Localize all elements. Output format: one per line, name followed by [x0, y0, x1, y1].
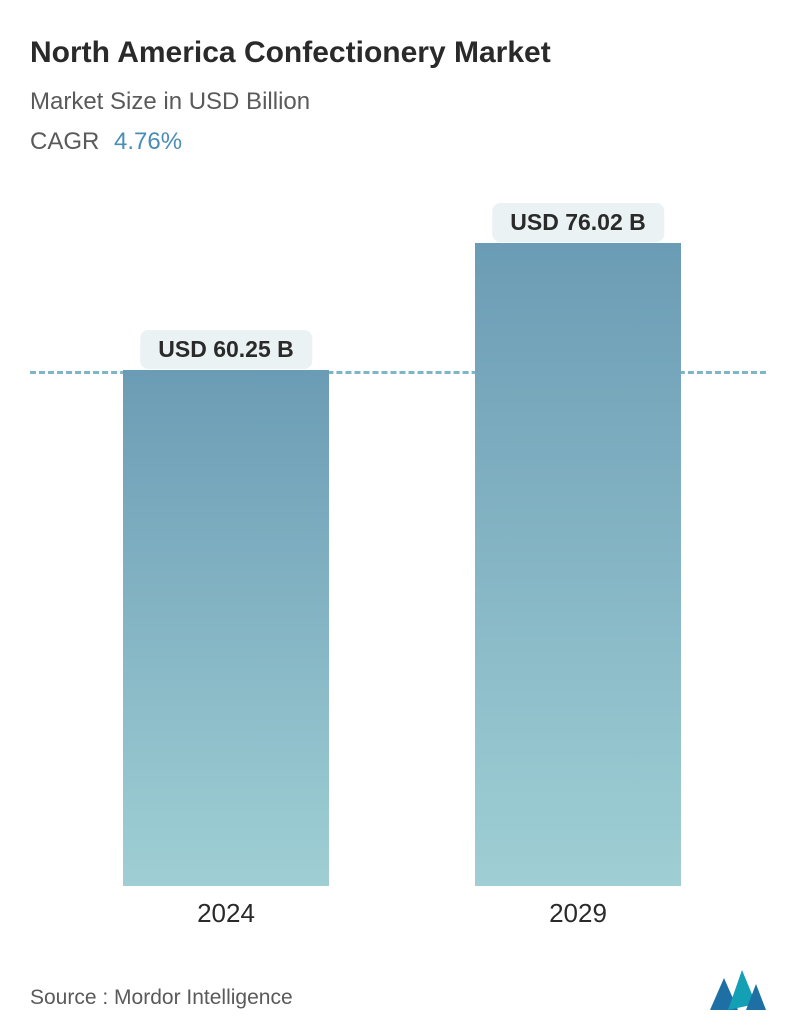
bar-2024: [123, 370, 329, 886]
chart-plot-area: USD 60.25 B USD 76.02 B: [30, 206, 766, 886]
cagr-row: CAGR 4.76%: [30, 128, 766, 156]
mordor-logo-icon: [710, 970, 766, 1010]
cagr-label: CAGR: [30, 128, 99, 155]
value-badge-2024: USD 60.25 B: [140, 330, 312, 369]
cagr-value: 4.76%: [114, 128, 182, 155]
source-attribution: Source : Mordor Intelligence: [30, 986, 293, 1010]
bar-2029: [475, 243, 681, 886]
value-badge-2029: USD 76.02 B: [492, 203, 664, 242]
chart-footer: Source : Mordor Intelligence: [30, 970, 766, 1010]
x-axis-labels: 2024 2029: [30, 898, 766, 948]
x-label-2029: 2029: [549, 898, 607, 929]
x-label-2024: 2024: [197, 898, 255, 929]
chart-subtitle: Market Size in USD Billion: [30, 88, 766, 116]
chart-title: North America Confectionery Market: [30, 36, 766, 70]
